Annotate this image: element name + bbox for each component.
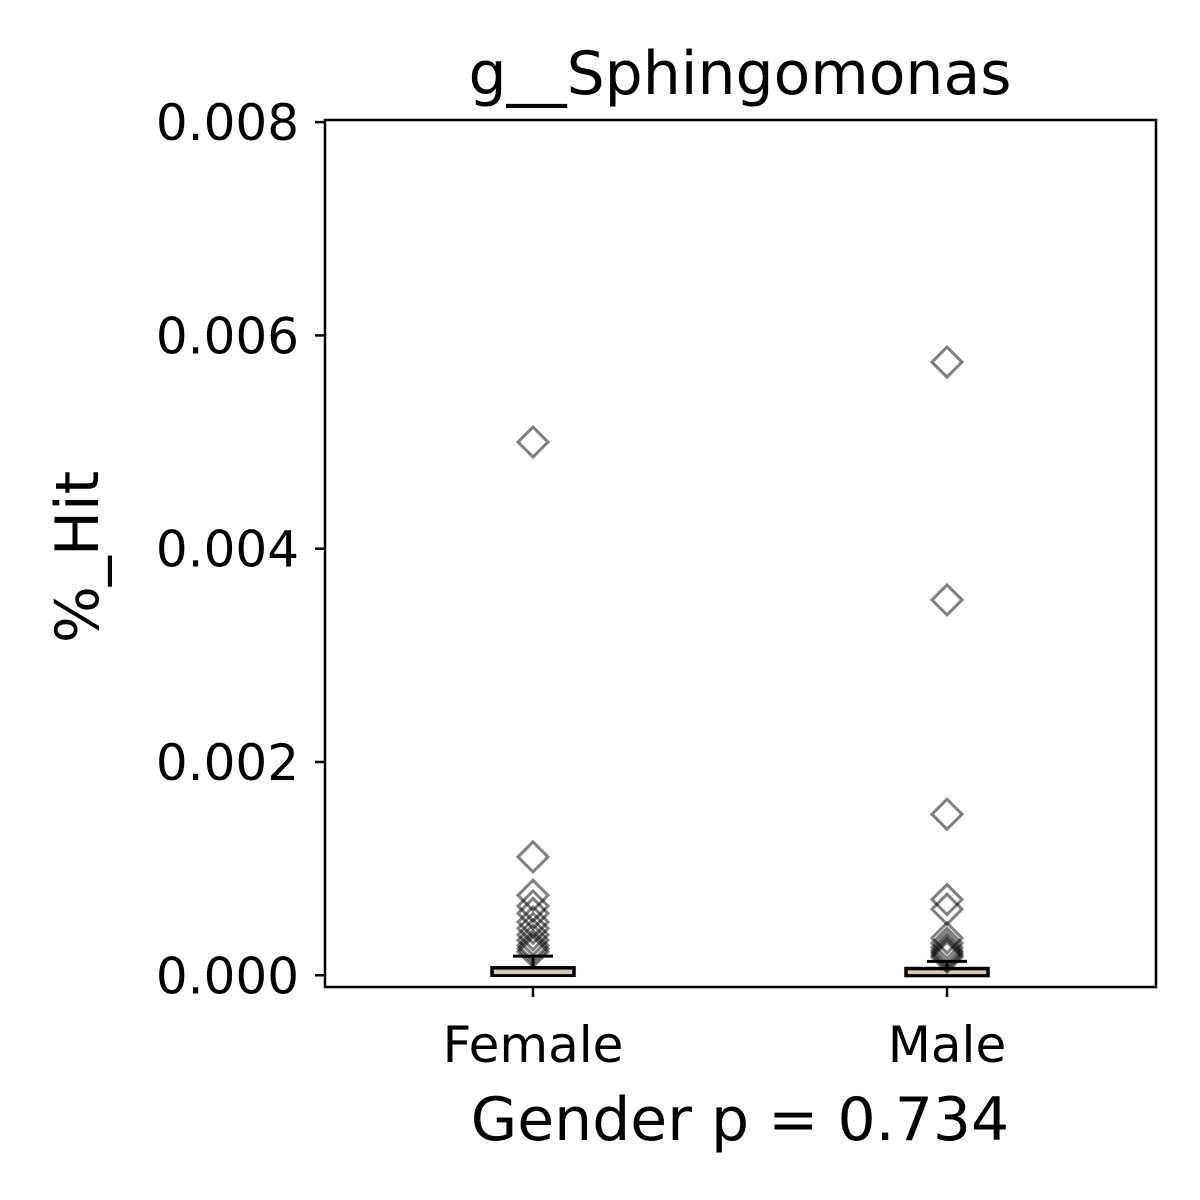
chart-title: g__Sphingomonas	[469, 39, 1012, 109]
plot-frame	[323, 118, 1158, 989]
outlier-point	[929, 882, 965, 917]
y-tick-label: 0.000	[156, 947, 299, 1005]
outlier-point	[929, 582, 965, 618]
outlier-point	[929, 344, 965, 380]
outlier-point	[929, 797, 965, 832]
plot-area	[490, 344, 990, 978]
outlier-point	[929, 892, 965, 927]
y-tick-label: 0.002	[156, 734, 299, 792]
outlier-point	[929, 926, 965, 961]
outlier-point	[515, 424, 551, 460]
outlier-point	[929, 930, 965, 965]
outlier-point	[515, 878, 551, 913]
x-tick-label: Male	[888, 1016, 1006, 1074]
box-group-female	[490, 424, 576, 978]
outlier-point	[515, 917, 551, 952]
y-axis: 0.000 0.002 0.004 0.006 0.008	[156, 94, 325, 1005]
outlier-point	[929, 937, 965, 973]
outlier-point	[929, 933, 965, 968]
outlier-point	[515, 934, 551, 969]
box-group-male	[904, 344, 990, 978]
outlier-point	[515, 911, 551, 946]
y-tick-label: 0.006	[156, 307, 299, 365]
x-axis-label: Gender p = 0.734	[471, 1085, 1009, 1155]
y-tick-label: 0.004	[156, 521, 299, 579]
x-axis: Female Male	[443, 987, 1006, 1074]
outlier-point	[515, 928, 551, 963]
y-axis-label: %_Hit	[43, 471, 113, 643]
outlier-point	[929, 935, 965, 970]
x-tick-label: Female	[443, 1016, 624, 1074]
outlier-point	[929, 920, 965, 956]
outlier-point	[515, 931, 551, 966]
outlier-point	[515, 839, 551, 875]
outlier-point	[515, 922, 551, 958]
outlier-point	[929, 940, 965, 975]
y-tick-label: 0.008	[156, 94, 299, 152]
